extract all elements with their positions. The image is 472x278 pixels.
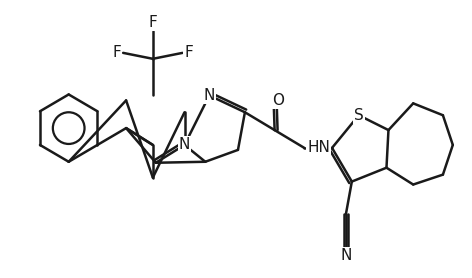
Text: F: F xyxy=(112,45,121,60)
Text: S: S xyxy=(354,108,363,123)
Text: N: N xyxy=(340,248,352,263)
Text: HN: HN xyxy=(307,140,330,155)
Text: N: N xyxy=(203,88,215,103)
Text: F: F xyxy=(149,15,157,30)
Text: N: N xyxy=(179,137,190,152)
Text: F: F xyxy=(185,45,193,60)
Text: O: O xyxy=(272,93,285,108)
